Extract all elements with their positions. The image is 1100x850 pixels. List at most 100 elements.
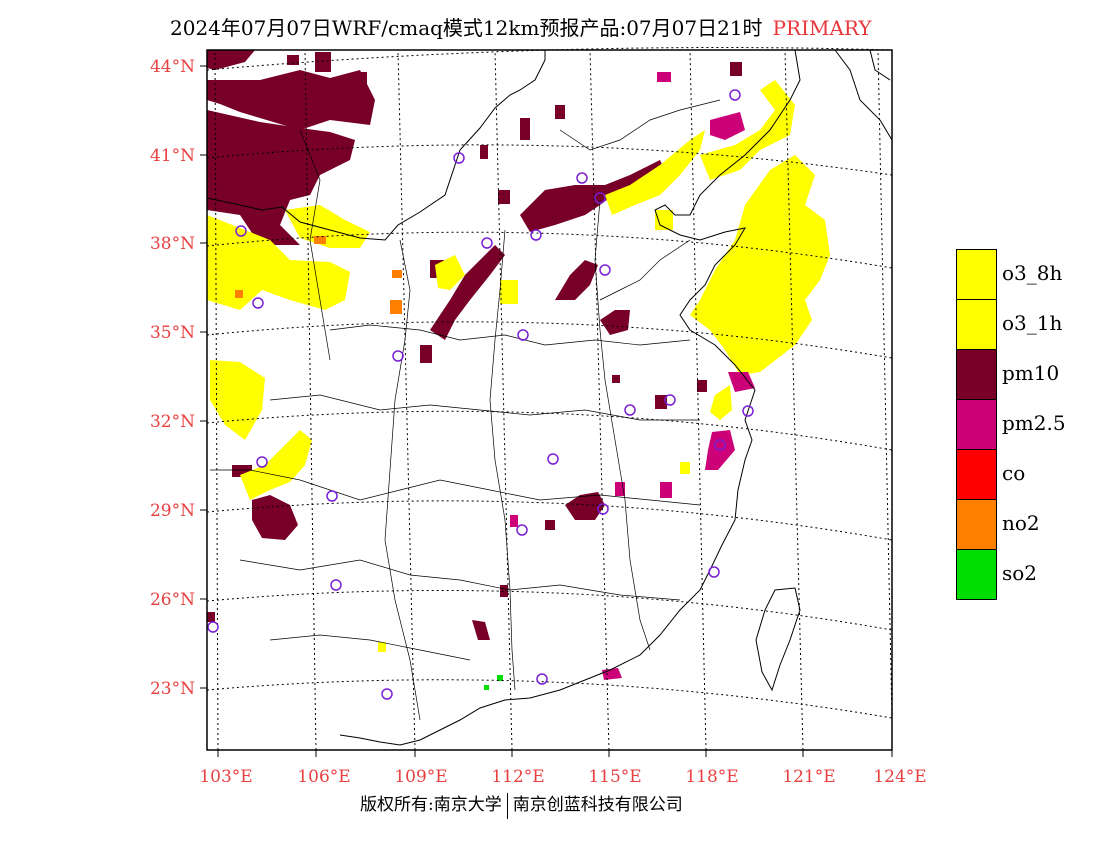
pm10-region-hebei [555, 260, 598, 300]
o3-region-northeast [700, 80, 795, 180]
station-marker [729, 89, 741, 101]
o3-region-northwest [207, 215, 350, 310]
copyright-divider [506, 792, 508, 819]
pm10-region-jiangxi [565, 492, 605, 520]
pm25-region-guangdong [602, 668, 622, 680]
legend-item-o3-8h: o3_8h [956, 249, 1100, 300]
graticule [206, 47, 893, 751]
station-marker [516, 524, 528, 536]
legend-item-co: co [956, 449, 1100, 500]
station-marker [536, 673, 548, 685]
station-marker [742, 405, 754, 417]
no2-patch [392, 270, 402, 278]
lon-label: 118°E [685, 767, 738, 787]
japan-hint [869, 49, 891, 81]
province-line [329, 324, 691, 346]
station-marker [235, 225, 247, 237]
station-marker [381, 688, 393, 700]
station-marker [530, 229, 542, 241]
meridian-109 [397, 49, 416, 751]
map-frame [206, 49, 893, 751]
legend-swatch [956, 499, 997, 550]
pollutant-patches [207, 50, 830, 690]
o3-patch [680, 462, 690, 474]
no2-patch [314, 236, 326, 244]
province-line [559, 99, 721, 151]
province-line [299, 129, 331, 361]
lon-label: 124°E [873, 767, 926, 787]
legend-label: pm10 [1002, 361, 1060, 385]
station-marker [547, 453, 559, 465]
station-marker [599, 264, 611, 276]
so2-patch [484, 685, 489, 690]
pm10-patch [355, 72, 367, 94]
station-marker [252, 297, 264, 309]
pm10-patch [498, 190, 510, 204]
province-line [594, 199, 651, 651]
station-marker [624, 404, 636, 416]
pm10-patch [612, 375, 620, 383]
o3-patch [378, 642, 386, 652]
lon-label: 121°E [782, 767, 835, 787]
meridian-121 [784, 49, 804, 751]
lat-label: 32°N [150, 412, 195, 432]
pm25-region-bohai [710, 112, 745, 140]
lat-label: 29°N [150, 501, 195, 521]
station-marker [517, 329, 529, 341]
national-border [206, 50, 546, 241]
station-marker [664, 394, 676, 406]
pm10-region-northwest-large [207, 110, 355, 245]
tick-marks [200, 65, 893, 757]
legend-label: o3_1h [1002, 311, 1063, 335]
taiwan-outline [755, 587, 801, 692]
pm10-region-northwest [207, 70, 375, 130]
o3-patch [500, 280, 518, 304]
pm10-patch [420, 345, 432, 363]
legend-item-pm25: pm2.5 [956, 399, 1100, 450]
map-title: 2024年07月07日WRF/cmaq模式12km预报产品:07月07日21时 P… [170, 12, 872, 41]
province-line [599, 239, 691, 301]
pm10-patch [730, 62, 742, 76]
longitude-labels: 103°E 106°E 109°E 112°E 115°E 118°E 121°… [199, 767, 926, 787]
o3-region-bohai [605, 130, 705, 215]
lat-label: 44°N [150, 57, 195, 77]
pm25-region-jiangsu [728, 372, 755, 392]
o3-region-yangtze [710, 385, 732, 420]
pm25-patch [657, 72, 671, 82]
province-line [269, 634, 471, 661]
lon-label: 109°E [394, 767, 447, 787]
lat-label: 26°N [150, 590, 195, 610]
pollutant-legend: o3_8h o3_1h pm10 pm2.5 co no2 so2 [956, 249, 1100, 600]
pm10-patch [555, 105, 565, 119]
legend-swatch [956, 349, 997, 400]
station-marker [256, 456, 268, 468]
o3-region-sichuan [240, 430, 312, 500]
station-marker [453, 152, 465, 164]
pm10-region-top [207, 50, 255, 70]
station-marker [576, 172, 588, 184]
pm25-patch [660, 482, 672, 498]
station-marker [708, 566, 720, 578]
parallel-44 [206, 47, 893, 71]
pm10-patch [480, 145, 488, 159]
pm10-region-north-china [520, 160, 665, 232]
legend-swatch [956, 449, 997, 500]
no2-patch [235, 290, 243, 298]
lat-label: 38°N [150, 234, 195, 254]
meridian-115 [589, 49, 610, 751]
copyright-left: 版权所有:南京大学 [360, 795, 502, 815]
station-marker [207, 621, 219, 633]
legend-swatch [956, 399, 997, 450]
station-marker [326, 490, 338, 502]
station-markers [207, 89, 754, 700]
legend-swatch [956, 249, 997, 300]
pm10-region-guangxi [472, 620, 490, 640]
legend-label: no2 [1002, 511, 1040, 535]
lat-label: 23°N [150, 679, 195, 699]
province-line [269, 394, 700, 421]
korea-outline [834, 49, 893, 141]
pm10-patch [207, 612, 215, 622]
province-line [489, 229, 516, 691]
station-marker [597, 503, 609, 515]
